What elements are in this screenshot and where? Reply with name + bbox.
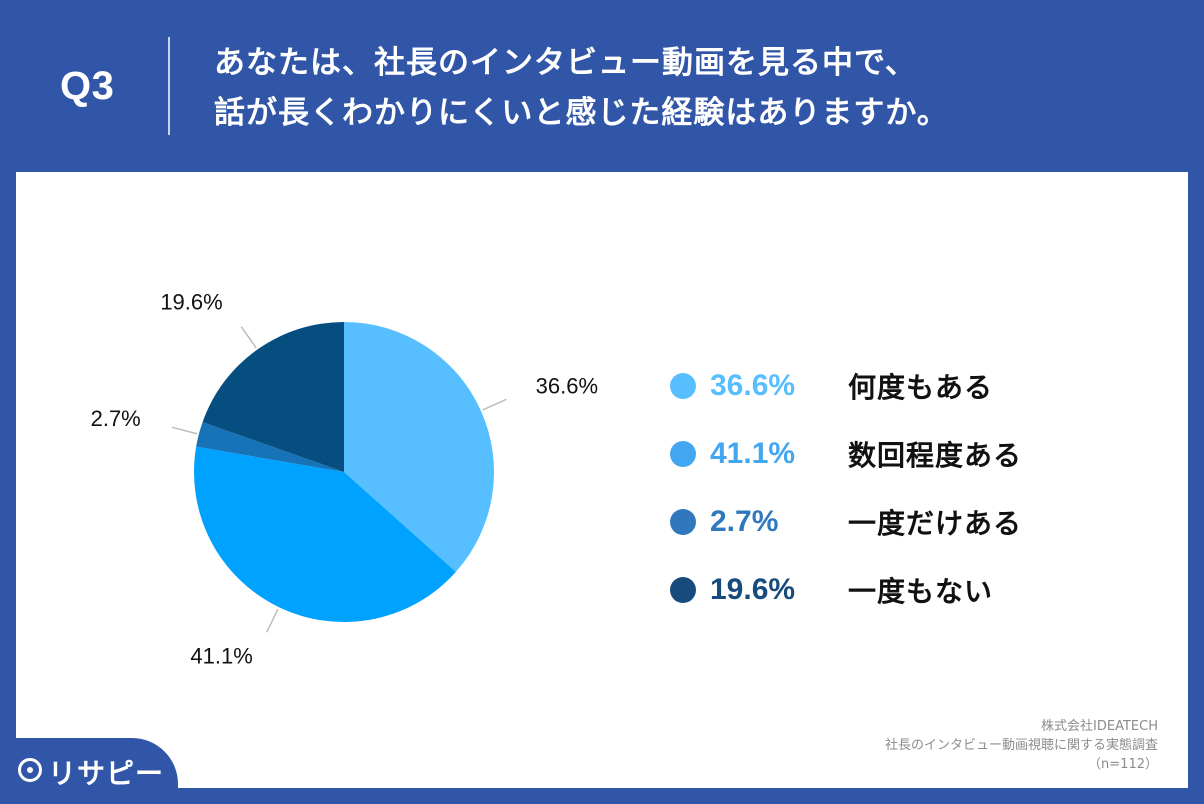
brand-logo: リサピー (0, 738, 178, 804)
legend-label: 一度だけある (848, 507, 1023, 540)
source-survey: 社長のインタビュー動画視聴に関する実態調査 (884, 738, 1158, 753)
leader-line-2 (171, 426, 198, 435)
header-divider (168, 37, 170, 135)
leader-line-0 (482, 398, 507, 411)
pie-value-labels: 36.6% 41.1% 2.7% 19.6% (91, 290, 598, 669)
pie-chart: 36.6% 41.1% 2.7% 19.6% (91, 290, 598, 669)
question-number: Q3 (60, 64, 115, 108)
legend-dot-icon (670, 441, 696, 467)
legend-dot-icon (670, 373, 696, 399)
leader-line-3 (240, 326, 257, 349)
chart-legend: 36.6% 何度もある 41.1% 数回程度ある 2.7% 一度だけある 19.… (670, 352, 1090, 624)
legend-item-1: 41.1% 数回程度ある (670, 420, 1090, 488)
source-footer: 株式会社IDEATECH 社長のインタビュー動画視聴に関する実態調査 （n=11… (885, 717, 1158, 774)
legend-value: 2.7% (710, 505, 779, 538)
legend-item-3: 19.6% 一度もない (670, 556, 1090, 624)
legend-value: 36.6% (710, 369, 796, 402)
source-sample-size: （n=112） (1088, 757, 1158, 772)
pie-value-label-1: 41.1% (190, 643, 252, 668)
question-line-1: あなたは、社長のインタビュー動画を見る中で、 (214, 45, 917, 81)
pie-leader-lines (171, 326, 507, 633)
legend-label: 何度もある (848, 371, 994, 404)
source-company: 株式会社IDEATECH (1041, 719, 1158, 734)
legend-item-0: 36.6% 何度もある (670, 352, 1090, 420)
legend-item-2: 2.7% 一度だけある (670, 488, 1090, 556)
pie-value-label-0: 36.6% (536, 374, 598, 399)
pie-slice-1 (193, 446, 456, 622)
brand-name: リサピー (48, 757, 165, 790)
legend-value: 19.6% (710, 573, 796, 606)
pie-slice-0 (344, 322, 495, 572)
legend-dot-icon (670, 509, 696, 535)
pie-slice-2 (196, 422, 344, 472)
question-header: Q3 あなたは、社長のインタビュー動画を見る中で、 話が長くわかりにくいと感じた… (0, 0, 1204, 172)
chart-panel: 36.6% 41.1% 2.7% 19.6% 36.6% 何度もある 41.1% 数回… (16, 172, 1188, 788)
legend-dot-icon (670, 577, 696, 603)
legend-value: 41.1% (710, 437, 796, 470)
legend-label: 一度もない (848, 575, 994, 608)
map-pin-icon (18, 758, 42, 782)
pie-slice-3 (202, 322, 344, 472)
pie-value-label-3: 19.6% (160, 290, 222, 315)
pie-value-label-2: 2.7% (91, 406, 141, 431)
question-line-2: 話が長くわかりにくいと感じた経験はありますか。 (214, 95, 949, 131)
pie-slices (193, 322, 495, 622)
leader-line-1 (266, 608, 279, 633)
question-text: あなたは、社長のインタビュー動画を見る中で、 話が長くわかりにくいと感じた経験は… (214, 38, 1164, 138)
legend-label: 数回程度ある (848, 439, 1023, 472)
